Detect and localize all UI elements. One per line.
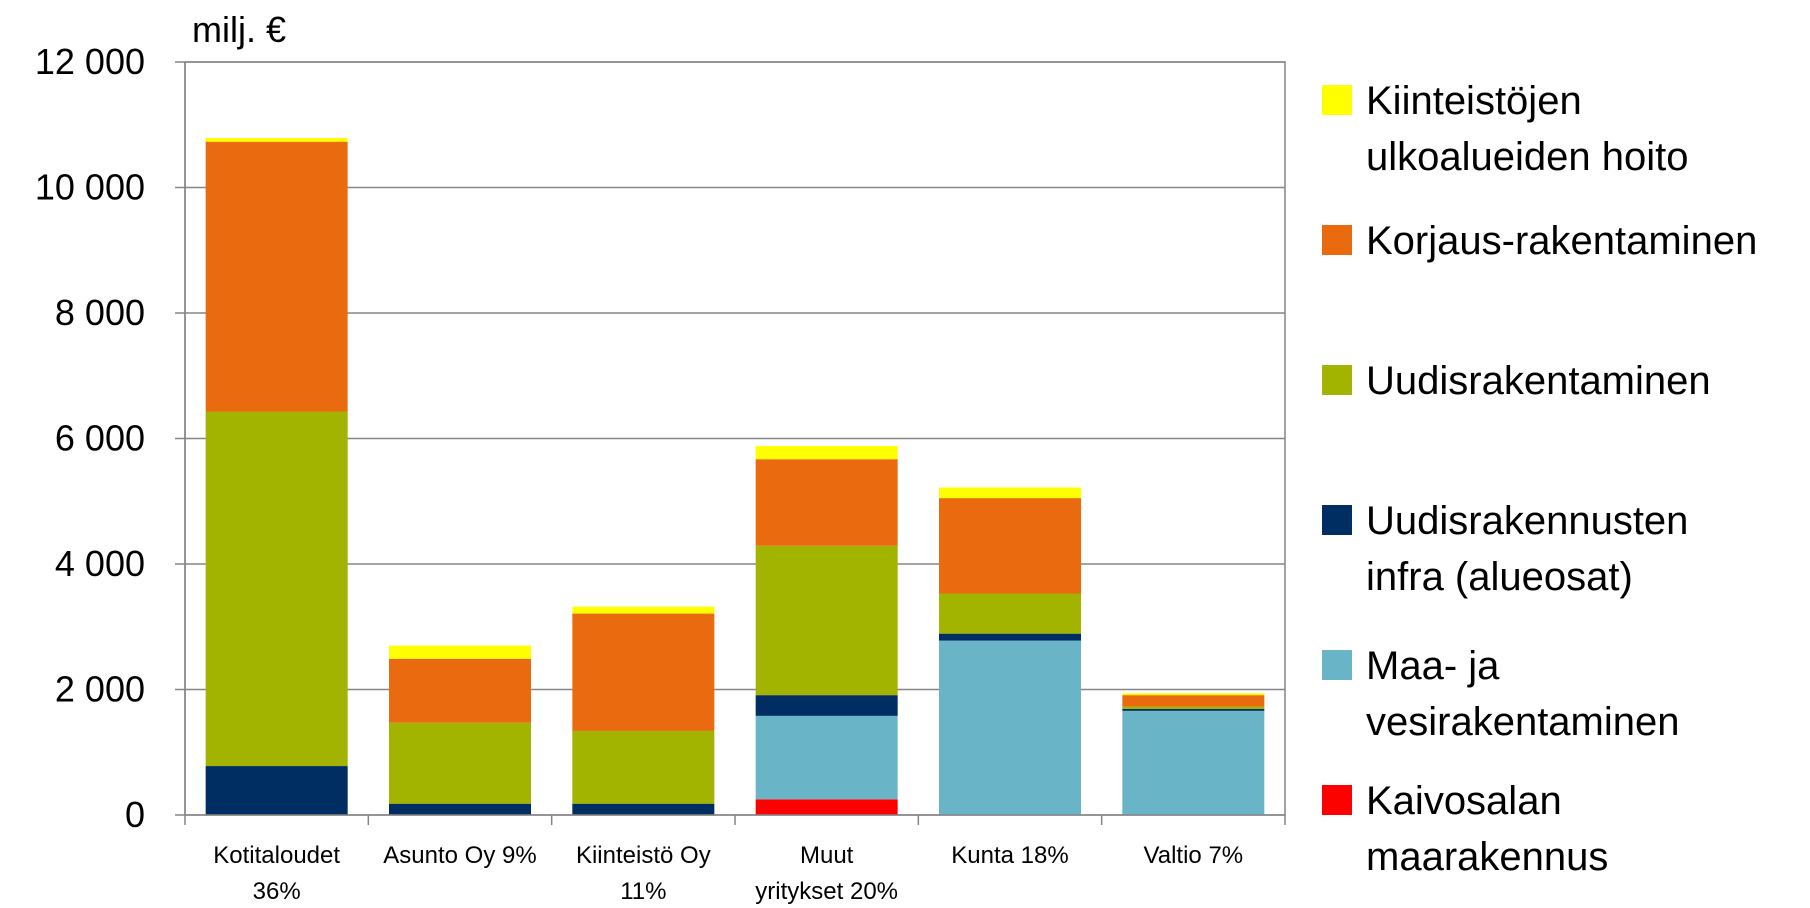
legend-label: Kiinteistöjen ulkoalueiden hoito — [1366, 79, 1688, 179]
legend-label: Kaivosalan maarakennus — [1366, 779, 1608, 879]
bar-segment — [389, 723, 531, 804]
bar-segment — [389, 804, 531, 815]
bar-segment — [206, 766, 348, 815]
category-label-line: Asunto Oy 9% — [383, 842, 536, 869]
bar-segment — [939, 487, 1081, 498]
y-tick-label: 0 — [125, 794, 145, 835]
category-label: Muut yritykset 20% — [755, 842, 898, 905]
bar-segment — [572, 804, 714, 815]
bar-segment — [1122, 709, 1264, 711]
legend-label-line: Maa- ja — [1366, 644, 1500, 688]
bar-segment — [206, 142, 348, 412]
category-label: Kiinteistö Oy 11% — [576, 842, 711, 905]
bar-segment — [389, 646, 531, 659]
legend-label-line: Kiinteistöjen — [1366, 79, 1582, 123]
bar-segment — [756, 446, 898, 459]
legend-label: Uudisrakentaminen — [1366, 359, 1711, 403]
bar-segment — [206, 138, 348, 142]
y-tick-label: 4 000 — [55, 543, 145, 584]
bar-segment — [206, 412, 348, 767]
legend-label-line: Korjaus-rakentaminen — [1366, 219, 1757, 263]
bar-segment — [756, 716, 898, 799]
category-label: Kunta 18% — [951, 842, 1068, 869]
bar-segment — [572, 731, 714, 804]
y-tick-label: 12 000 — [35, 41, 145, 82]
y-tick-label: 10 000 — [35, 167, 145, 208]
legend-swatch — [1322, 650, 1352, 680]
y-tick-label: 8 000 — [55, 292, 145, 333]
category-label: Kotitaloudet 36% — [213, 842, 340, 905]
legend-label-line: maarakennus — [1366, 835, 1608, 879]
gridlines — [185, 62, 1285, 815]
legend-swatch — [1322, 785, 1352, 815]
category-label-line: 36% — [253, 878, 301, 905]
bar-segment — [1122, 706, 1264, 709]
bar-segment — [389, 659, 531, 723]
category-label: Asunto Oy 9% — [383, 842, 536, 869]
category-label: Valtio 7% — [1144, 842, 1244, 869]
category-label-line: Kunta 18% — [951, 842, 1068, 869]
legend: Kiinteistöjen ulkoalueiden hoito Korjaus-r… — [1322, 79, 1757, 879]
bar-segment — [572, 614, 714, 731]
legend-label-line: Uudisrakentaminen — [1366, 359, 1711, 403]
category-labels: Kotitaloudet 36% Asunto Oy 9% Kiinteistö Oy… — [213, 842, 1243, 905]
category-label-line: Valtio 7% — [1144, 842, 1244, 869]
legend-label: Uudisrakennusten infra (alueosat) — [1366, 499, 1688, 599]
legend-swatch — [1322, 505, 1352, 535]
bars — [206, 138, 1265, 815]
bar-segment — [756, 459, 898, 546]
legend-label: Korjaus-rakentaminen — [1366, 219, 1757, 263]
legend-label-line: Kaivosalan — [1366, 779, 1562, 823]
bar-segment — [756, 799, 898, 815]
legend-swatch — [1322, 225, 1352, 255]
legend-label-line: ulkoalueiden hoito — [1366, 135, 1688, 179]
bar-segment — [1122, 711, 1264, 815]
legend-label: Maa- ja vesirakentaminen — [1366, 644, 1680, 744]
y-tick-labels: 0 2 000 4 000 6 000 8 000 10 000 12 000 — [35, 41, 145, 835]
legend-label-line: infra (alueosat) — [1366, 555, 1633, 599]
bar-segment — [756, 546, 898, 695]
y-tick-label: 2 000 — [55, 669, 145, 710]
y-tick-label: 6 000 — [55, 418, 145, 459]
bar-segment — [939, 634, 1081, 641]
legend-label-line: vesirakentaminen — [1366, 700, 1680, 744]
bar-segment — [939, 593, 1081, 633]
bar-segment — [756, 695, 898, 716]
unit-label: milj. € — [192, 9, 286, 50]
bar-segment — [1122, 695, 1264, 706]
category-label-line: Kotitaloudet — [213, 842, 340, 869]
legend-swatch — [1322, 365, 1352, 395]
legend-label-line: Uudisrakennusten — [1366, 499, 1688, 543]
category-label-line: Muut — [800, 842, 854, 869]
category-label-line: Kiinteistö Oy — [576, 842, 711, 869]
bar-segment — [572, 607, 714, 614]
category-label-line: 11% — [620, 878, 666, 905]
legend-swatch — [1322, 85, 1352, 115]
bar-segment — [939, 498, 1081, 593]
bar-segment — [1122, 693, 1264, 695]
bar-segment — [939, 641, 1081, 815]
category-label-line: yritykset 20% — [755, 878, 898, 905]
